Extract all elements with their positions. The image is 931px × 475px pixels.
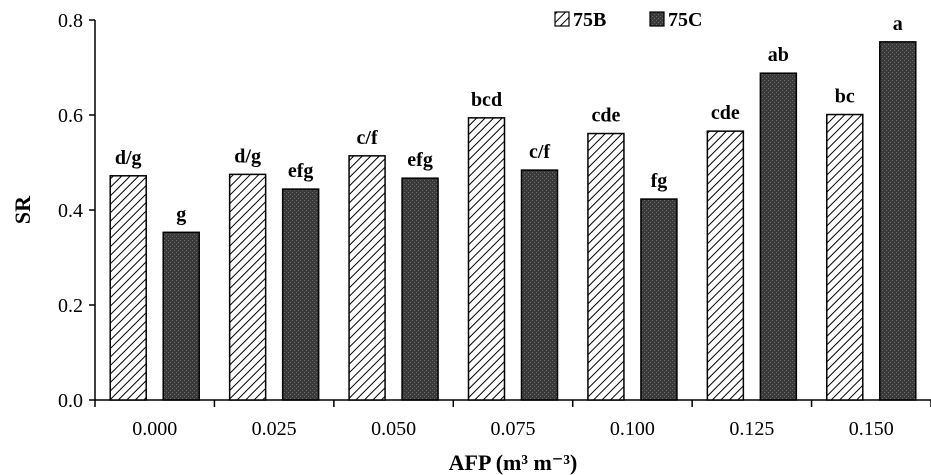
- x-tick-label: 0.075: [491, 418, 536, 440]
- bar-75B-0.050: [348, 155, 386, 401]
- y-tick-label: 0.6: [58, 105, 83, 127]
- bar-75C-0.100: [640, 198, 678, 401]
- bar-75C-0.025: [281, 188, 320, 401]
- x-axis-title-text: AFP (m³ m⁻³): [449, 450, 578, 475]
- y-tick-label: 0.2: [58, 295, 83, 317]
- legend-label-75B: 75B: [573, 9, 606, 31]
- significance-label-75C-0.125: ab: [768, 44, 789, 66]
- significance-label-75B-0.075: bcd: [471, 89, 502, 111]
- bar-75C-0.075: [520, 169, 559, 401]
- bar-75C-0.150: [879, 41, 917, 401]
- x-tick-label: 0.025: [252, 418, 297, 440]
- legend-swatch-75B: [554, 11, 570, 27]
- x-tick-label: 0.000: [132, 418, 177, 440]
- y-axis-title: SR: [10, 195, 35, 224]
- x-tick-label: 0.050: [371, 418, 416, 440]
- bar-75B-0.075: [467, 117, 506, 401]
- significance-label-75C-0.150: a: [893, 13, 903, 35]
- bar-75B-0.100: [587, 132, 625, 401]
- legend-label-75C: 75C: [668, 9, 702, 31]
- x-tick-label: 0.100: [610, 418, 655, 440]
- x-tick-label: 0.125: [729, 418, 774, 440]
- significance-label-75C-0.025: efg: [288, 160, 314, 182]
- bar-75B-0.025: [228, 173, 267, 401]
- x-axis: 0.000 0.025 0.050 0.075 0.100 0.125 0.150: [94, 399, 931, 440]
- legend: 75B 75C: [554, 9, 702, 31]
- x-axis-title: AFP (m³ m⁻³): [449, 450, 578, 475]
- bar-75C-0.125: [759, 72, 798, 401]
- y-tick-label: 0.4: [58, 200, 83, 222]
- significance-label-75B-0.000: d/g: [115, 147, 142, 169]
- bar-75B-0.150: [826, 113, 864, 401]
- y-tick-label: 0.8: [58, 10, 83, 32]
- bars: [109, 41, 917, 401]
- significance-label-75B-0.025: d/g: [234, 145, 261, 167]
- significance-label-75C-0.100: fg: [651, 170, 668, 192]
- significance-label-75B-0.150: bc: [835, 86, 855, 108]
- legend-swatch-75C: [649, 11, 665, 27]
- bar-75C-0.050: [401, 177, 439, 401]
- significance-label-75C-0.000: g: [176, 203, 186, 225]
- y-tick-label: 0.0: [58, 390, 83, 412]
- significance-label-75C-0.075: c/f: [529, 141, 550, 163]
- significance-label-75C-0.050: efg: [407, 149, 433, 171]
- significance-label-75B-0.125: cde: [711, 102, 740, 124]
- y-axis: 0.0 0.2 0.4 0.6 0.8: [58, 10, 96, 412]
- bar-75B-0.000: [109, 175, 147, 401]
- x-tick-label: 0.150: [849, 418, 894, 440]
- significance-label-75B-0.100: cde: [591, 105, 620, 127]
- bar-75B-0.125: [706, 130, 745, 401]
- significance-labels: d/g g d/g efg c/f efg bcd c/f cde fg cde ab bc a: [115, 13, 903, 225]
- significance-label-75B-0.050: c/f: [357, 127, 378, 149]
- bar-75C-0.000: [162, 231, 200, 401]
